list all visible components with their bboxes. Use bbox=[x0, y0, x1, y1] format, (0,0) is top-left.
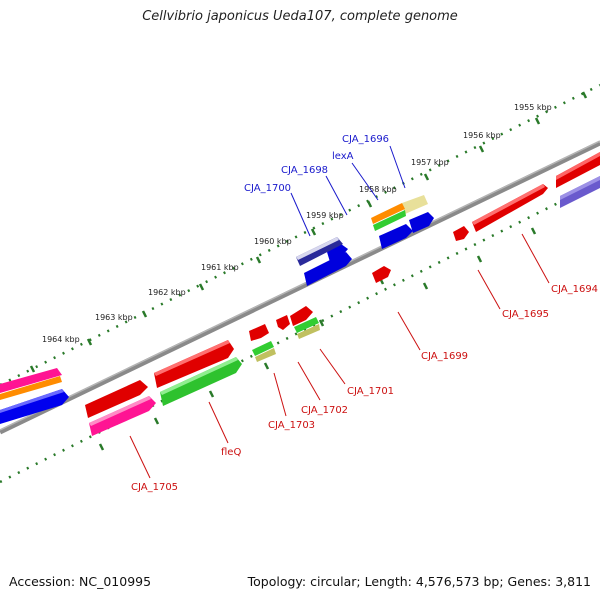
scale-label-1962: 1962 kbp bbox=[148, 288, 186, 297]
gene-arrow[interactable] bbox=[327, 244, 348, 262]
outer-major-ticks bbox=[29, 91, 588, 373]
callout-lines bbox=[129, 145, 550, 479]
scale-label-1963: 1963 kbp bbox=[95, 313, 133, 322]
gene-arrow[interactable] bbox=[0, 368, 62, 393]
gene-arrow[interactable] bbox=[296, 237, 343, 266]
scale-label-1956: 1956 kbp bbox=[463, 131, 501, 140]
gene-label-CJA_1698[interactable]: CJA_1698 bbox=[281, 165, 328, 176]
scale-label-1961: 1961 kbp bbox=[201, 263, 239, 272]
gene-arrow[interactable] bbox=[409, 212, 434, 233]
scale-label-1964: 1964 kbp bbox=[42, 335, 80, 344]
gene-arrow[interactable] bbox=[373, 210, 406, 231]
gene-arrow[interactable] bbox=[304, 252, 352, 286]
topology-label: Topology: circular; Length: 4,576,573 bp… bbox=[247, 574, 591, 589]
gene-label-CJA_1705[interactable]: CJA_1705 bbox=[131, 482, 178, 493]
gene-arrow[interactable] bbox=[276, 315, 290, 330]
scale-label-1958: 1958 kbp bbox=[359, 185, 397, 194]
genome-backbone bbox=[0, 140, 600, 435]
gene-label-CJA_1703[interactable]: CJA_1703 bbox=[268, 420, 315, 431]
gene-arrow[interactable] bbox=[154, 340, 234, 388]
gene-arrow[interactable] bbox=[372, 266, 391, 283]
gene-label-CJA_1700[interactable]: CJA_1700 bbox=[244, 183, 291, 194]
gene-arrow[interactable] bbox=[290, 306, 313, 326]
gene-label-CJA_1702[interactable]: CJA_1702 bbox=[301, 405, 348, 416]
gene-arrow[interactable] bbox=[249, 324, 269, 341]
scale-label-1959: 1959 kbp bbox=[306, 211, 344, 220]
gene-label-CJA_1701[interactable]: CJA_1701 bbox=[347, 386, 394, 397]
gene-arrow[interactable] bbox=[160, 357, 242, 406]
gene-arrow[interactable] bbox=[255, 348, 276, 362]
gene-arrow[interactable] bbox=[0, 389, 69, 424]
gene-arrow[interactable] bbox=[402, 195, 428, 214]
gene-arrow[interactable] bbox=[379, 224, 413, 249]
accession-label: Accession: NC_010995 bbox=[9, 574, 152, 589]
gene-label-CJA_1699[interactable]: CJA_1699 bbox=[421, 351, 468, 362]
gene-arrow[interactable] bbox=[85, 380, 148, 418]
reverse-strand-genes bbox=[372, 266, 391, 283]
gene-arrow[interactable] bbox=[294, 317, 319, 333]
outer-scale-track bbox=[0, 83, 600, 387]
map-title: Cellvibrio japonicus Ueda107, complete g… bbox=[142, 9, 458, 24]
gene-arrow[interactable] bbox=[371, 203, 405, 224]
gene-label-lexA[interactable]: lexA bbox=[332, 151, 354, 162]
gene-arrow[interactable] bbox=[472, 184, 548, 232]
scale-label-1960: 1960 kbp bbox=[254, 237, 292, 246]
scale-label-1955: 1955 kbp bbox=[514, 103, 552, 112]
gene-arrow[interactable] bbox=[0, 376, 62, 400]
gene-label-CJA_1694[interactable]: CJA_1694 bbox=[551, 284, 598, 295]
gene-arrow[interactable] bbox=[89, 396, 156, 436]
gene-arrow[interactable] bbox=[297, 324, 320, 339]
inner-scale-track bbox=[0, 180, 600, 484]
inner-major-ticks bbox=[98, 227, 537, 451]
scale-label-1957: 1957 kbp bbox=[411, 158, 449, 167]
gene-arrow[interactable] bbox=[453, 226, 469, 241]
gene-arrow[interactable] bbox=[252, 341, 274, 356]
gene-label-CJA_1695[interactable]: CJA_1695 bbox=[502, 309, 549, 320]
gene-label-CJA_1696[interactable]: CJA_1696 bbox=[342, 134, 389, 145]
forward-strand-genes bbox=[0, 152, 600, 436]
gene-label-fleQ[interactable]: fleQ bbox=[221, 447, 241, 458]
